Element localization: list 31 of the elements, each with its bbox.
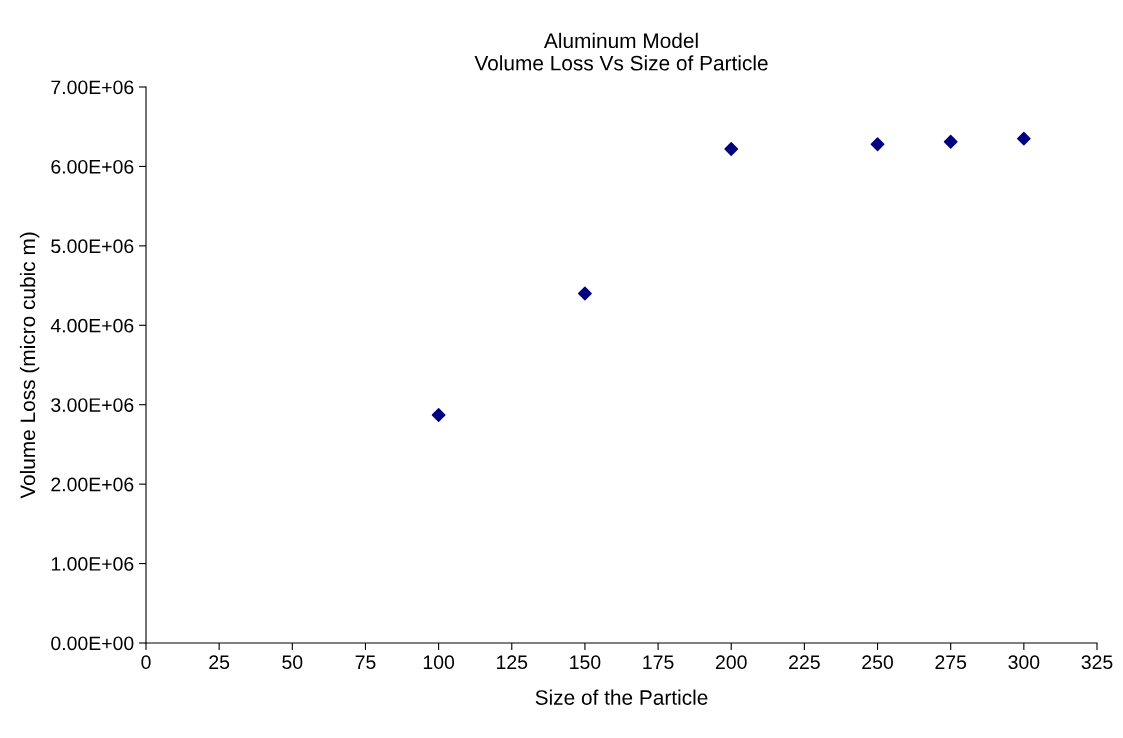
x-tick-label: 75 [355, 655, 376, 670]
x-tick-label: 225 [789, 655, 820, 670]
y-tick-label: 3.00E+06 [51, 398, 134, 412]
x-tick-label: 0 [141, 655, 151, 670]
y-tick-label: 1.00E+06 [51, 557, 134, 571]
y-tick-label: 2.00E+06 [51, 477, 134, 492]
y-tick-label: 0.00E+00 [51, 636, 134, 651]
y-axis-title: Volume Loss (micro cubic m) [19, 232, 40, 499]
x-tick-label: 325 [1081, 655, 1113, 670]
x-tick-label: 200 [715, 655, 747, 670]
chart-title: Aluminum Model Volume Loss Vs Size of Particle [474, 32, 768, 71]
point [870, 137, 885, 152]
y-tick-label: 7.00E+06 [51, 80, 134, 95]
point [943, 134, 958, 149]
x-tick-label: 250 [862, 655, 893, 670]
point [724, 142, 739, 156]
x-tick-label: 50 [282, 655, 303, 670]
point [578, 286, 592, 301]
x-axis-title: Size of the Particle [535, 689, 708, 705]
point [1016, 131, 1031, 146]
x-tick-label: 150 [570, 655, 601, 670]
x-tick-label: 25 [209, 655, 230, 670]
x-tick-label: 175 [643, 655, 674, 670]
x-tick-label: 300 [1008, 655, 1040, 670]
y-tick-label: 6.00E+06 [51, 159, 134, 174]
x-tick-label: 275 [935, 655, 967, 670]
x-tick-label: 100 [423, 655, 455, 670]
y-tick-label: 5.00E+06 [51, 239, 134, 254]
x-tick-label: 125 [497, 655, 528, 670]
y-tick-label: 4.00E+06 [50, 318, 134, 333]
point [431, 408, 446, 422]
